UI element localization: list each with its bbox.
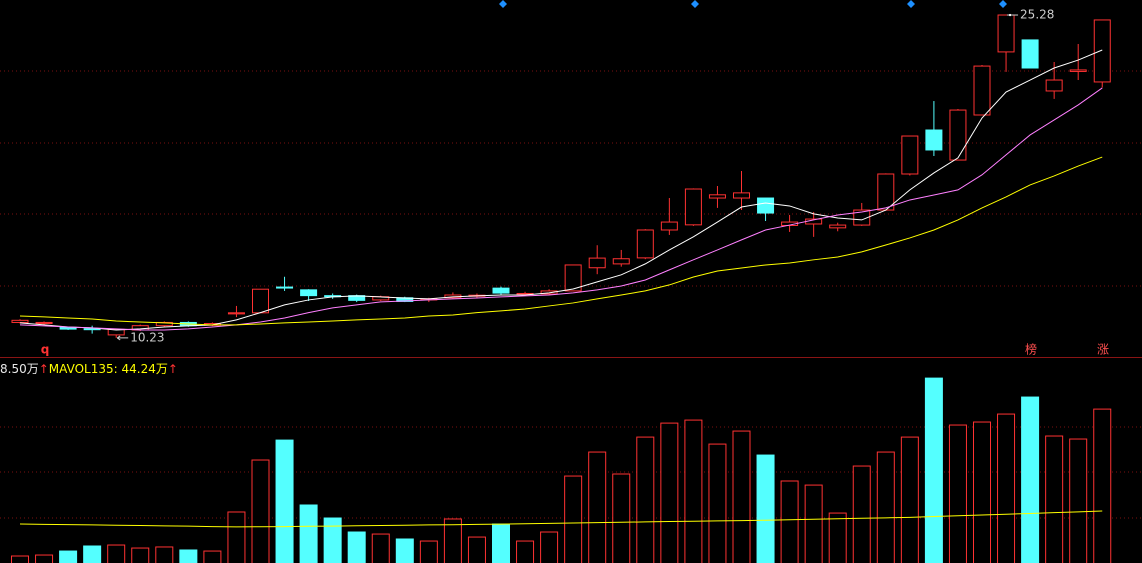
diamond — [499, 0, 507, 8]
candle-body — [829, 224, 847, 229]
ma-line — [19, 87, 1103, 331]
candle-body — [564, 264, 582, 292]
candle-body — [925, 129, 943, 151]
candle-body — [227, 312, 245, 315]
candle-body — [612, 258, 630, 265]
mavol-line — [19, 510, 1103, 528]
candle-body — [1045, 79, 1063, 92]
volume-bar — [973, 421, 991, 563]
low-label: 10.23 — [130, 330, 164, 344]
candle-body — [1093, 19, 1111, 83]
marker-label: 榜 — [1025, 342, 1037, 357]
volume-bar — [828, 512, 847, 563]
candle-body — [949, 109, 967, 161]
volume-bar — [756, 454, 775, 563]
volume-bar — [227, 511, 246, 563]
candle-body — [684, 188, 702, 226]
ma-line — [19, 49, 1103, 331]
volume-bar — [323, 517, 342, 563]
candle-body — [901, 135, 919, 175]
candle-body — [877, 173, 895, 211]
volume-bar — [467, 536, 486, 563]
candle-body — [588, 257, 606, 269]
top-markers — [499, 0, 1007, 8]
candle-body — [35, 321, 53, 325]
volume-bar — [516, 540, 535, 563]
low-pointer — [116, 335, 129, 341]
volume-bar — [11, 555, 29, 563]
legend-value: 8.50万 — [0, 362, 39, 376]
candle-body — [636, 229, 654, 259]
diamond — [999, 0, 1007, 8]
candle-body — [11, 319, 29, 323]
legend-text: 8.50万↑MAVOL135: 44.24万↑ — [0, 362, 178, 376]
volume-bar — [347, 531, 366, 563]
volume-bar — [804, 484, 823, 563]
volume-bar — [1069, 438, 1088, 563]
diamond — [691, 0, 699, 8]
volume-bar — [59, 550, 78, 563]
volume-bar — [564, 475, 583, 563]
volume-bar — [203, 550, 222, 563]
volume-bar — [732, 430, 751, 563]
volume-bar — [419, 540, 438, 563]
candle-body — [973, 65, 991, 116]
candle-body — [997, 14, 1015, 53]
candle-body — [492, 287, 510, 294]
candle-body — [733, 192, 750, 199]
volume-bar — [299, 504, 318, 563]
candle-body — [1069, 69, 1087, 72]
high-dot — [1008, 13, 1012, 17]
volume-bar — [997, 413, 1016, 563]
volume-bar — [35, 554, 54, 563]
candle-body — [660, 221, 678, 231]
high-label: 25.28 — [1020, 8, 1054, 22]
diamond — [907, 0, 915, 8]
volume-bar — [1021, 396, 1040, 563]
candle-body — [708, 194, 726, 199]
candle-body — [276, 286, 294, 289]
volume-bar — [588, 451, 607, 563]
volume-bar — [780, 480, 799, 563]
marker-label: 涨 — [1097, 342, 1109, 357]
volume-bar — [1093, 408, 1112, 563]
volume-bar — [852, 465, 871, 563]
volume-bar — [876, 451, 895, 563]
legend-value: MAVOL135: 44.24万 — [49, 362, 168, 376]
volume-bar — [131, 547, 150, 563]
volume-bar — [179, 549, 198, 563]
candle-body — [252, 288, 269, 314]
volume-bar — [900, 436, 919, 563]
candle-body — [853, 209, 871, 226]
marker-label: q — [41, 343, 50, 357]
volume-bar — [612, 473, 631, 563]
volume-bar — [708, 443, 727, 563]
volume-bar — [1045, 435, 1064, 563]
ma-line — [19, 156, 1103, 326]
volume-bar — [636, 436, 655, 563]
legend: 8.50万↑MAVOL135: 44.24万↑ — [0, 362, 178, 376]
volume-bar — [155, 546, 174, 563]
volume-bar — [275, 439, 294, 563]
volume-bar — [395, 538, 414, 563]
legend-arrow: ↑ — [168, 362, 178, 376]
volume-bar — [660, 422, 679, 563]
candle-body — [83, 328, 101, 331]
candle-body — [300, 289, 318, 297]
volume-bar — [540, 531, 559, 563]
volume-bar — [83, 545, 102, 563]
volume-bar — [371, 533, 390, 563]
volume-bar — [684, 419, 703, 563]
volume-bar — [107, 544, 126, 563]
legend-arrow: ↑ — [39, 362, 49, 376]
volume-bar — [924, 377, 943, 563]
candle-body — [757, 197, 775, 214]
candle-body — [1021, 39, 1039, 69]
volume-bar — [492, 523, 510, 563]
volume-bar — [443, 518, 462, 563]
volume-bar — [948, 424, 967, 563]
volume-bar — [251, 459, 270, 563]
